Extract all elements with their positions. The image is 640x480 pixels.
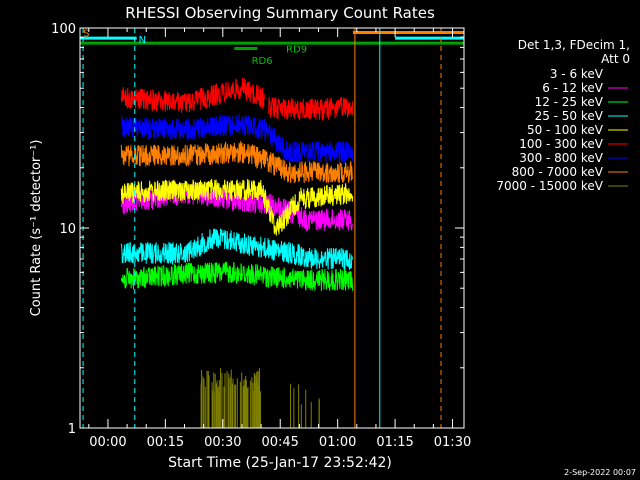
series-data xyxy=(120,77,354,428)
high-energy-spikes xyxy=(200,368,320,428)
legend-label-5: 50 - 100 keV xyxy=(527,123,604,137)
axes: 00:00 00:15 00:30 00:45 01:00 01:15 01:30 1 10 10… xyxy=(51,22,471,450)
legend-label-1: 3 - 6 keV xyxy=(550,67,604,81)
x-tick-label: 01:30 xyxy=(434,435,471,450)
chart-title: RHESSI Observing Summary Count Rates xyxy=(125,4,435,22)
series-7-trace-1 xyxy=(120,113,354,164)
x-tick-label: 00:30 xyxy=(204,435,241,450)
series-4-trace-1 xyxy=(120,228,354,270)
annotation-rd6: RD6 xyxy=(252,56,273,67)
series-4 xyxy=(120,228,354,270)
series-8 xyxy=(120,141,353,184)
series-8-trace-1 xyxy=(120,141,353,184)
x-tick-label: 00:45 xyxy=(261,435,298,450)
legend-header-line-2: Att 0 xyxy=(601,52,630,66)
annotation-rd9: RD9 xyxy=(286,44,307,55)
series-6-trace-1 xyxy=(120,77,266,113)
footer-date: 2-Sep-2022 00:07 xyxy=(564,468,636,477)
series-7 xyxy=(120,113,354,164)
x-tick-label: 01:15 xyxy=(376,435,413,450)
x-tick-label: 00:00 xyxy=(89,435,126,450)
x-tick-label: 01:00 xyxy=(319,435,356,450)
plot-frame xyxy=(79,27,465,429)
y-tick-label: 10 xyxy=(59,222,76,237)
series-6-trace-2 xyxy=(268,97,354,122)
y-axis-label: Count Rate (s⁻¹ detector⁻¹) xyxy=(29,140,44,317)
x-tick-label: 00:15 xyxy=(147,435,184,450)
series-5 xyxy=(120,178,354,236)
series-3-trace-1 xyxy=(120,261,354,291)
legend-label-7: 300 - 800 keV xyxy=(519,151,603,165)
legend-label-9: 7000 - 15000 keV xyxy=(496,179,603,193)
legend-label-4: 25 - 50 keV xyxy=(535,109,604,123)
y-tick-label: 1 xyxy=(68,422,76,437)
x-axis-label: Start Time (25-Jan-17 23:52:42) xyxy=(168,455,392,471)
series-5-trace-1 xyxy=(120,178,354,236)
legend-label-8: 800 - 7000 keV xyxy=(512,165,604,179)
series-6 xyxy=(120,77,354,122)
series-3 xyxy=(120,261,354,291)
legend-label-6: 100 - 300 keV xyxy=(519,137,603,151)
observing-overlays: S N RD6 RD9 xyxy=(80,28,464,428)
y-tick-label: 100 xyxy=(51,22,76,37)
legend-label-2: 6 - 12 keV xyxy=(542,81,604,95)
legend-label-3: 12 - 25 keV xyxy=(535,95,604,109)
annotation-n: N xyxy=(139,35,146,46)
legend-header-line-1: Det 1,3, FDecim 1, xyxy=(518,38,630,52)
annotation-s: S xyxy=(83,28,89,39)
